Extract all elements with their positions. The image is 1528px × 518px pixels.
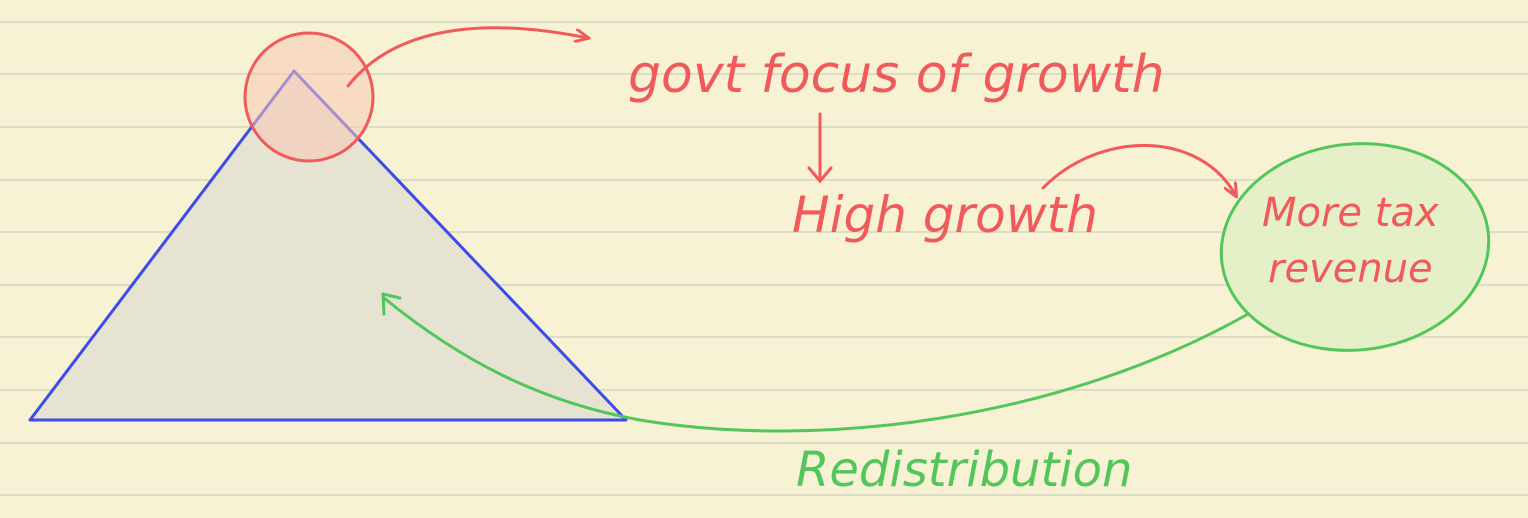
more-tax-label: More tax — [1262, 190, 1439, 236]
society-triangle — [28, 69, 628, 422]
tax-revenue-ellipse — [1219, 142, 1491, 352]
apex-to-focus-arrow — [346, 26, 588, 88]
revenue-label: revenue — [1268, 246, 1433, 292]
redistribution-label: Redistribution — [796, 442, 1132, 498]
govt-focus-label: govt focus of growth — [628, 45, 1165, 105]
down-arrow — [807, 112, 833, 184]
high-growth-label: High growth — [792, 186, 1098, 244]
redistribution-arrow — [382, 296, 1250, 433]
apex-circle — [243, 31, 375, 163]
growth-to-tax-arrow — [1041, 143, 1236, 196]
redistribution-arrowhead — [381, 292, 402, 316]
